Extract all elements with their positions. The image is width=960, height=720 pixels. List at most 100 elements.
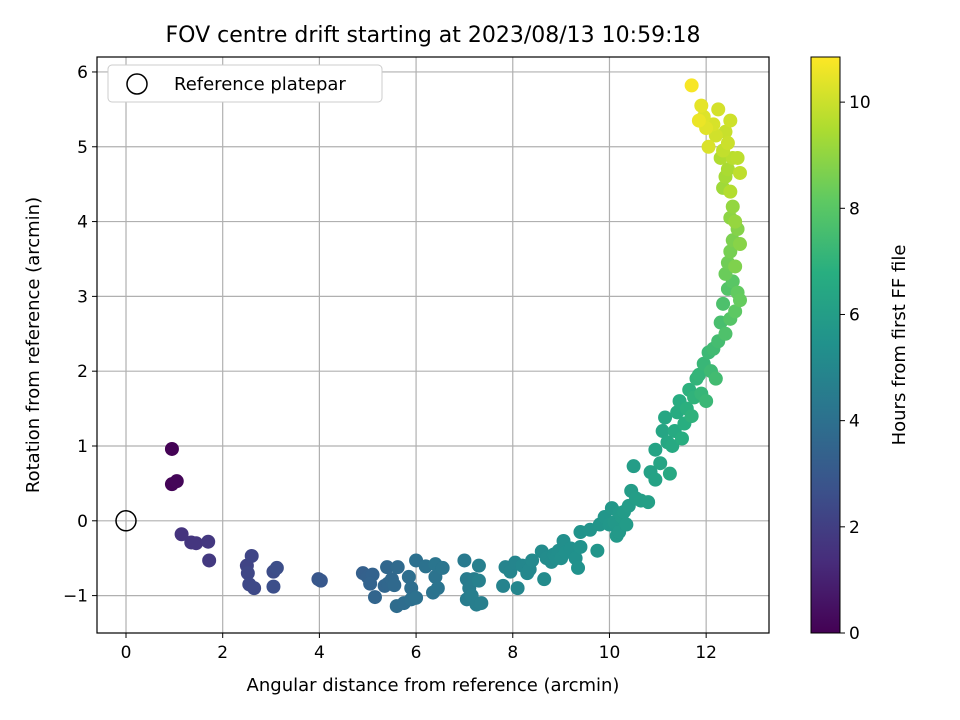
- scatter-point: [380, 560, 395, 575]
- scatter-point: [641, 495, 656, 510]
- scatter-point: [363, 576, 378, 591]
- y-tick-label: 3: [77, 287, 88, 307]
- scatter-point: [409, 590, 424, 605]
- scatter-point: [708, 128, 723, 143]
- y-tick-label: 0: [77, 512, 88, 532]
- scatter-point: [684, 409, 699, 424]
- scatter-point: [653, 456, 668, 471]
- scatter-point: [662, 466, 677, 481]
- scatter-point: [537, 572, 552, 587]
- scatter-point: [723, 244, 738, 259]
- colorbar-tick-label: 6: [849, 305, 860, 325]
- scatter-point: [510, 581, 525, 596]
- scatter-point: [658, 410, 673, 425]
- colorbar-tick-label: 8: [849, 199, 860, 219]
- y-axis-ticks: −1 0 1 2 3 4 5 6: [63, 63, 97, 607]
- scatter-point: [648, 472, 663, 487]
- scatter-point: [390, 560, 405, 575]
- scatter-point: [725, 199, 740, 214]
- x-tick-label: 12: [695, 643, 717, 663]
- colorbar-ticks: 0 2 4 6 8 10: [840, 93, 871, 644]
- colorbar-tick-label: 10: [849, 93, 871, 113]
- scatter-point: [169, 474, 184, 489]
- x-tick-label: 4: [314, 643, 325, 663]
- legend-box: [107, 64, 383, 103]
- scatter-point: [708, 371, 723, 386]
- scatter-point: [626, 459, 641, 474]
- scatter-point: [728, 304, 743, 319]
- scatter-point: [435, 560, 450, 575]
- scatter-point: [164, 441, 179, 456]
- legend-marker-reference-platepar: [126, 73, 148, 95]
- scatter-point: [732, 237, 747, 252]
- scatter-point: [244, 548, 259, 563]
- scatter-point: [655, 424, 670, 439]
- y-tick-label: 2: [77, 362, 88, 382]
- scatter-point: [367, 590, 382, 605]
- legend: Reference platepar: [107, 64, 383, 103]
- y-axis-label: Rotation from reference (arcmin): [23, 197, 44, 493]
- scatter-point: [728, 214, 743, 229]
- scatter-points: [164, 78, 747, 614]
- scatter-point: [266, 579, 281, 594]
- x-tick-label: 10: [599, 643, 621, 663]
- y-tick-label: 1: [77, 437, 88, 457]
- scatter-point: [201, 534, 216, 549]
- scatter-point: [723, 113, 738, 128]
- scatter-point: [701, 139, 716, 154]
- scatter-point: [401, 569, 416, 584]
- scatter-point: [665, 438, 680, 453]
- x-axis-ticks: 0 2 4 6 8 10 12: [121, 633, 717, 663]
- scatter-point: [648, 442, 663, 457]
- chart-title: FOV centre drift starting at 2023/08/13 …: [166, 23, 701, 48]
- scatter-point: [496, 578, 511, 593]
- colorbar: [810, 56, 841, 634]
- scatter-point: [716, 296, 731, 311]
- scatter-point: [718, 266, 733, 281]
- scatter-point: [269, 560, 284, 575]
- scatter-point: [430, 581, 445, 596]
- y-tick-label: 4: [77, 213, 88, 233]
- scatter-point: [720, 162, 735, 177]
- scatter-point: [699, 394, 714, 409]
- colorbar-tick-label: 4: [849, 412, 860, 432]
- scatter-point: [711, 102, 726, 117]
- scatter-point: [590, 543, 605, 558]
- scatter-point: [720, 136, 735, 151]
- x-tick-label: 0: [121, 643, 132, 663]
- scatter-point: [387, 578, 402, 593]
- scatter-point: [471, 558, 486, 573]
- y-tick-label: −1: [63, 587, 88, 607]
- scatter-point: [691, 113, 706, 128]
- scatter-point: [732, 165, 747, 180]
- colorbar-label: Hours from first FF file: [889, 245, 910, 446]
- scatter-point: [732, 293, 747, 308]
- y-tick-label: 6: [77, 63, 88, 83]
- scatter-point: [202, 553, 217, 568]
- scatter-point: [619, 517, 634, 532]
- scatter-point: [571, 560, 586, 575]
- scatter-point: [723, 184, 738, 199]
- scatter-point: [174, 527, 189, 542]
- scatter-point: [718, 326, 733, 341]
- scatter-point: [247, 581, 262, 596]
- x-tick-label: 6: [411, 643, 422, 663]
- scatter-point: [525, 553, 540, 568]
- scatter-point: [471, 573, 486, 588]
- reference-platepar-marker: [115, 510, 137, 532]
- scatter-point: [313, 573, 328, 588]
- scatter-point: [684, 78, 699, 93]
- colorbar-tick-label: 0: [849, 624, 860, 644]
- scatter-point: [691, 367, 706, 382]
- scatter-point: [474, 596, 489, 611]
- x-tick-label: 8: [507, 643, 518, 663]
- x-tick-label: 2: [217, 643, 228, 663]
- scatter-point: [674, 431, 689, 446]
- scatter-point: [573, 539, 588, 554]
- scatter-point: [240, 566, 255, 581]
- scatter-point: [694, 98, 709, 113]
- x-axis-label: Angular distance from reference (arcmin): [247, 675, 620, 696]
- colorbar-tick-label: 2: [849, 518, 860, 538]
- scatter-point: [189, 536, 204, 551]
